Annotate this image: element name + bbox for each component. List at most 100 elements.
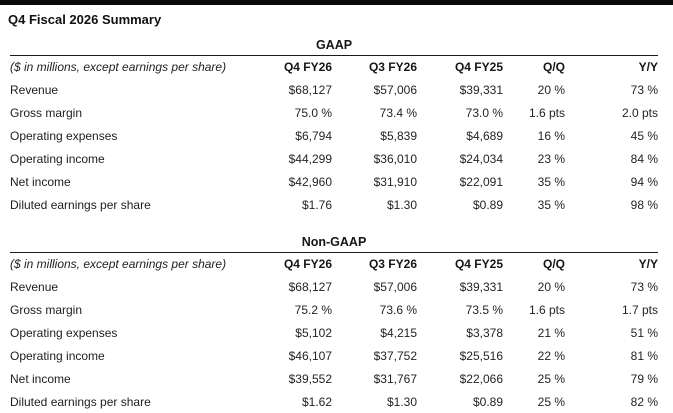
cell-value: 51 %: [565, 321, 658, 344]
cell-value: 75.0 %: [245, 102, 332, 125]
row-label: Operating expenses: [10, 321, 245, 344]
cell-value: $25,516: [417, 344, 503, 367]
non-gaap-section-title: Non-GAAP: [10, 235, 658, 249]
cell-value: $5,102: [245, 321, 332, 344]
table-row-operating-expenses: Operating expenses $5,102 $4,215 $3,378 …: [10, 321, 658, 344]
cell-value: $24,034: [417, 148, 503, 171]
row-label: Gross margin: [10, 298, 245, 321]
table-row-revenue: Revenue $68,127 $57,006 $39,331 20 % 73 …: [10, 275, 658, 298]
top-bar: [0, 0, 673, 5]
cell-value: 98 %: [565, 194, 658, 217]
cell-value: 23 %: [503, 148, 565, 171]
cell-value: 20 %: [503, 79, 565, 102]
cell-value: 73.5 %: [417, 298, 503, 321]
cell-value: 22 %: [503, 344, 565, 367]
cell-value: 21 %: [503, 321, 565, 344]
table-row-net-income: Net income $42,960 $31,910 $22,091 35 % …: [10, 171, 658, 194]
cell-value: $46,107: [245, 344, 332, 367]
column-header-q4fy26: Q4 FY26: [245, 252, 332, 275]
table-note: ($ in millions, except earnings per shar…: [10, 56, 245, 79]
cell-value: $44,299: [245, 148, 332, 171]
cell-value: $0.89: [417, 390, 503, 413]
cell-value: 75.2 %: [245, 298, 332, 321]
column-header-qq: Q/Q: [503, 56, 565, 79]
table-row-gross-margin: Gross margin 75.0 % 73.4 % 73.0 % 1.6 pt…: [10, 102, 658, 125]
cell-value: $1.76: [245, 194, 332, 217]
gaap-summary-table: ($ in millions, except earnings per shar…: [10, 55, 658, 217]
row-label: Gross margin: [10, 102, 245, 125]
cell-value: 16 %: [503, 125, 565, 148]
column-header-q3fy26: Q3 FY26: [332, 56, 417, 79]
row-label: Operating income: [10, 148, 245, 171]
column-header-yy: Y/Y: [565, 252, 658, 275]
cell-value: $1.62: [245, 390, 332, 413]
cell-value: 73.0 %: [417, 102, 503, 125]
row-label: Diluted earnings per share: [10, 194, 245, 217]
table-row-diluted-eps: Diluted earnings per share $1.76 $1.30 $…: [10, 194, 658, 217]
cell-value: $57,006: [332, 275, 417, 298]
table-header-row: ($ in millions, except earnings per shar…: [10, 56, 658, 79]
cell-value: $42,960: [245, 171, 332, 194]
cell-value: $5,839: [332, 125, 417, 148]
row-label: Operating expenses: [10, 125, 245, 148]
cell-value: 82 %: [565, 390, 658, 413]
column-header-q3fy26: Q3 FY26: [332, 252, 417, 275]
column-header-yy: Y/Y: [565, 56, 658, 79]
cell-value: 84 %: [565, 148, 658, 171]
cell-value: $68,127: [245, 275, 332, 298]
cell-value: $31,767: [332, 367, 417, 390]
column-header-q4fy26: Q4 FY26: [245, 56, 332, 79]
row-label: Operating income: [10, 344, 245, 367]
cell-value: $4,689: [417, 125, 503, 148]
cell-value: $57,006: [332, 79, 417, 102]
cell-value: $68,127: [245, 79, 332, 102]
table-row-operating-income: Operating income $46,107 $37,752 $25,516…: [10, 344, 658, 367]
cell-value: $39,552: [245, 367, 332, 390]
column-header-q4fy25: Q4 FY25: [417, 252, 503, 275]
cell-value: $39,331: [417, 79, 503, 102]
cell-value: $36,010: [332, 148, 417, 171]
cell-value: 73.4 %: [332, 102, 417, 125]
gaap-section-title: GAAP: [10, 38, 658, 52]
cell-value: $6,794: [245, 125, 332, 148]
cell-value: 81 %: [565, 344, 658, 367]
table-row-gross-margin: Gross margin 75.2 % 73.6 % 73.5 % 1.6 pt…: [10, 298, 658, 321]
cell-value: $31,910: [332, 171, 417, 194]
cell-value: $3,378: [417, 321, 503, 344]
cell-value: 35 %: [503, 171, 565, 194]
cell-value: $22,066: [417, 367, 503, 390]
cell-value: 20 %: [503, 275, 565, 298]
row-label: Net income: [10, 367, 245, 390]
cell-value: $1.30: [332, 194, 417, 217]
cell-value: 45 %: [565, 125, 658, 148]
cell-value: $39,331: [417, 275, 503, 298]
cell-value: 94 %: [565, 171, 658, 194]
table-row-diluted-eps: Diluted earnings per share $1.62 $1.30 $…: [10, 390, 658, 413]
table-header-row: ($ in millions, except earnings per shar…: [10, 252, 658, 275]
cell-value: $37,752: [332, 344, 417, 367]
cell-value: 25 %: [503, 367, 565, 390]
row-label: Net income: [10, 171, 245, 194]
column-header-qq: Q/Q: [503, 252, 565, 275]
table-row-revenue: Revenue $68,127 $57,006 $39,331 20 % 73 …: [10, 79, 658, 102]
non-gaap-section: Non-GAAP ($ in millions, except earnings…: [10, 235, 658, 413]
column-header-q4fy25: Q4 FY25: [417, 56, 503, 79]
cell-value: $1.30: [332, 390, 417, 413]
non-gaap-summary-table: ($ in millions, except earnings per shar…: [10, 252, 658, 413]
row-label: Revenue: [10, 275, 245, 298]
cell-value: $4,215: [332, 321, 417, 344]
cell-value: 73 %: [565, 79, 658, 102]
cell-value: $0.89: [417, 194, 503, 217]
cell-value: 73.6 %: [332, 298, 417, 321]
cell-value: 73 %: [565, 275, 658, 298]
cell-value: 1.6 pts: [503, 102, 565, 125]
table-row-net-income: Net income $39,552 $31,767 $22,066 25 % …: [10, 367, 658, 390]
cell-value: 1.7 pts: [565, 298, 658, 321]
row-label: Diluted earnings per share: [10, 390, 245, 413]
cell-value: $22,091: [417, 171, 503, 194]
cell-value: 35 %: [503, 194, 565, 217]
table-row-operating-income: Operating income $44,299 $36,010 $24,034…: [10, 148, 658, 171]
cell-value: 2.0 pts: [565, 102, 658, 125]
cell-value: 25 %: [503, 390, 565, 413]
row-label: Revenue: [10, 79, 245, 102]
